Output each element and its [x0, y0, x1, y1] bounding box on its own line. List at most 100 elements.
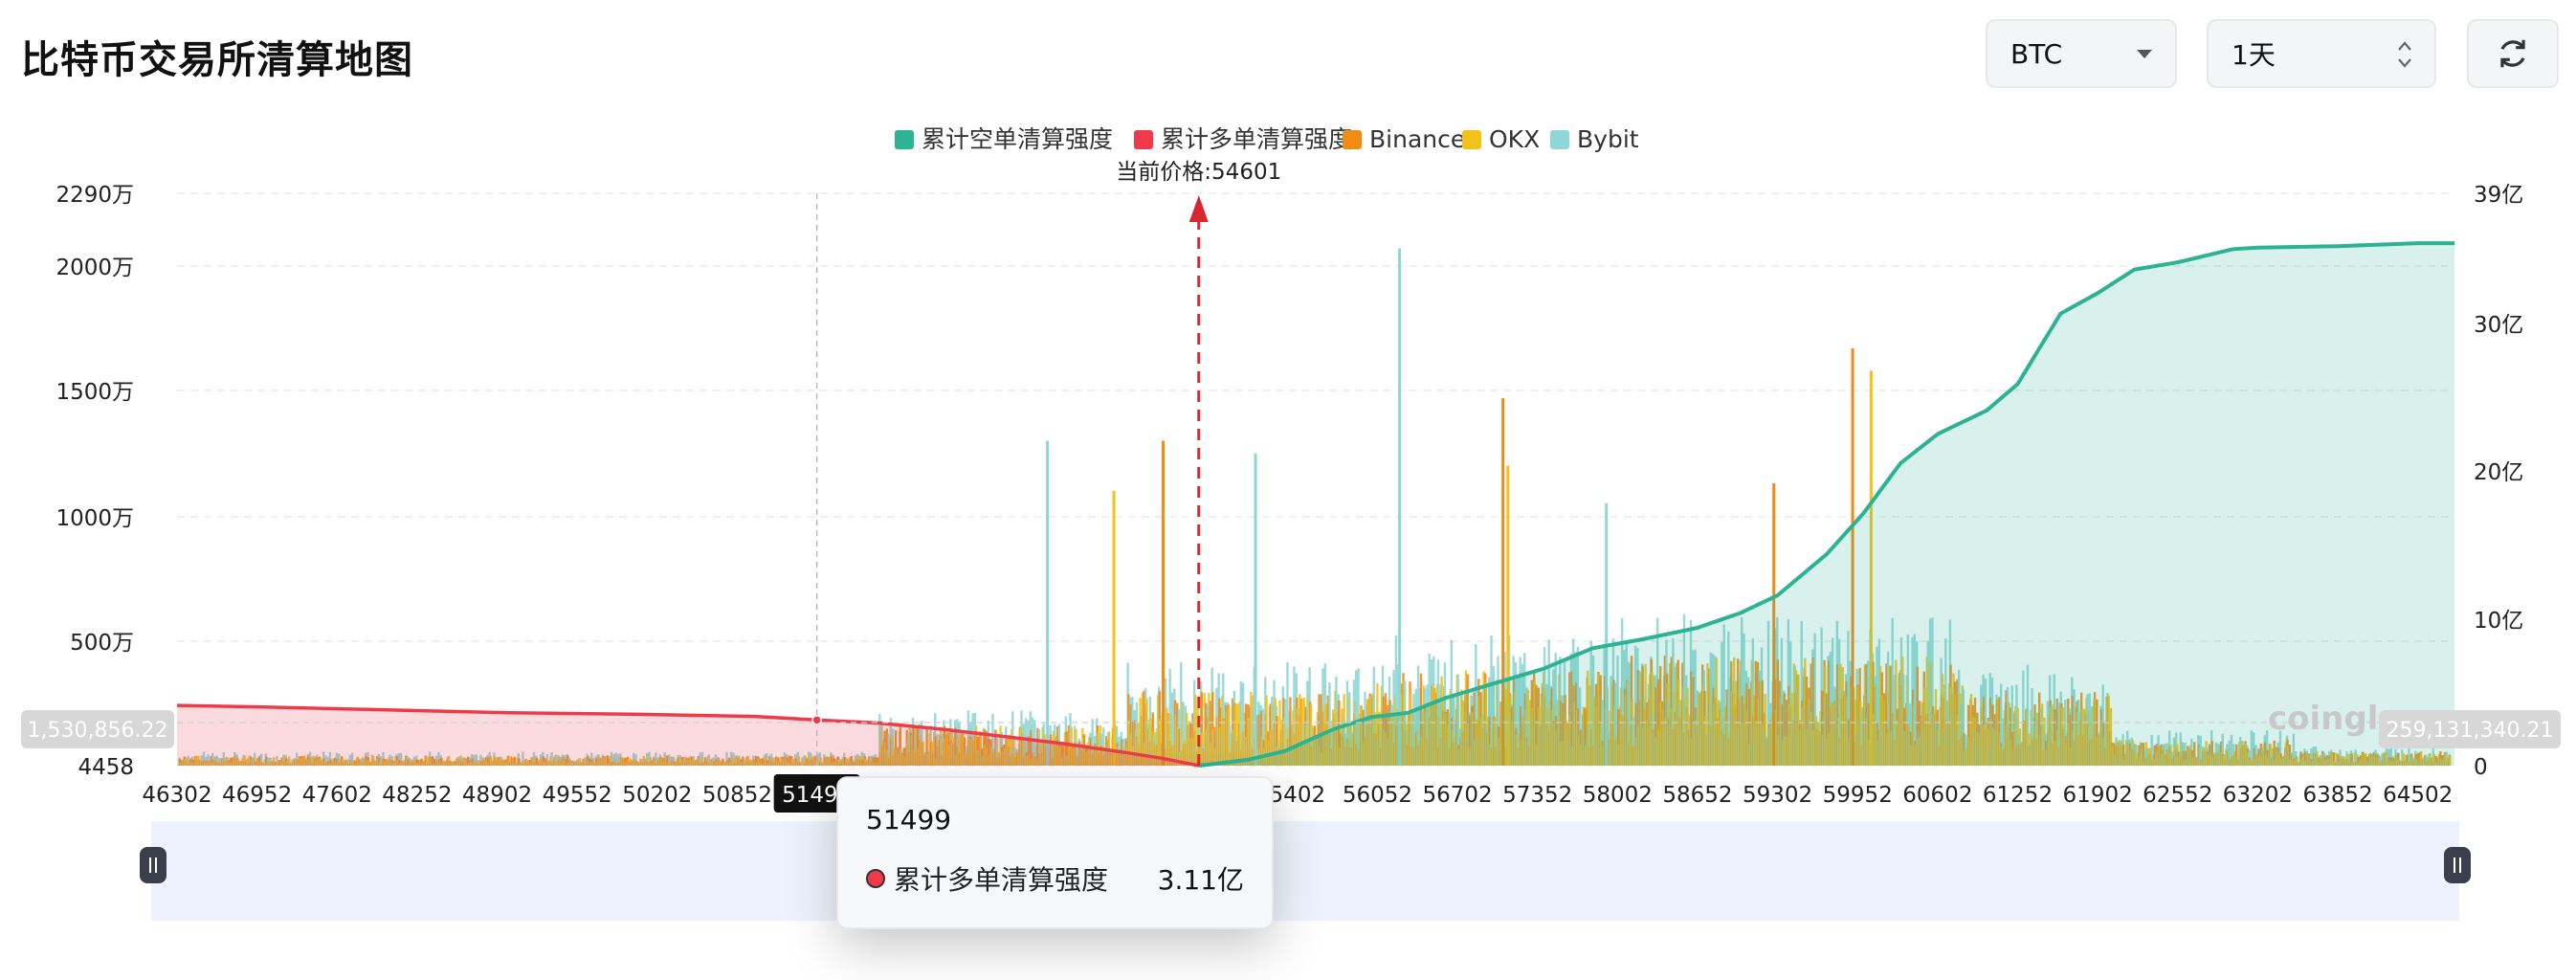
bar-bybit	[2035, 712, 2038, 766]
bar-binance	[624, 757, 627, 766]
bar-bybit	[2427, 754, 2431, 766]
bar-bybit	[2228, 740, 2231, 766]
bar-binance	[564, 758, 567, 766]
bar-okx	[418, 760, 422, 766]
bar-bybit	[1788, 641, 1792, 766]
bar-bybit	[2041, 724, 2045, 766]
bar-bybit	[2150, 734, 2153, 766]
bar-okx	[1735, 680, 1738, 766]
refresh-button[interactable]	[2467, 19, 2559, 88]
zoom-handle-left[interactable]	[140, 847, 167, 883]
bar-bybit	[1620, 617, 1624, 766]
bar-binance	[1488, 716, 1492, 766]
bar-okx	[1460, 689, 1463, 766]
bar-binance-peak	[1162, 440, 1166, 766]
bar-bybit	[1168, 668, 1171, 766]
bar-binance	[1761, 679, 1764, 766]
bar-binance	[1663, 656, 1667, 766]
bar-binance	[885, 728, 889, 766]
bar-bybit	[1837, 638, 1841, 766]
x-tick-label: 48902	[462, 783, 532, 808]
bar-okx	[790, 758, 794, 766]
bar-bybit	[402, 760, 405, 766]
bar-bybit	[2345, 751, 2348, 766]
bar-okx	[2402, 753, 2405, 766]
legend-swatch	[1462, 130, 1481, 149]
bar-bybit	[380, 756, 383, 766]
bar-bybit	[1926, 640, 1929, 766]
symbol-select[interactable]: BTC	[1986, 19, 2177, 88]
bar-bybit	[2379, 756, 2382, 766]
bar-okx	[2449, 755, 2452, 766]
bar-binance	[786, 757, 788, 766]
bar-binance	[1473, 692, 1476, 766]
bar-bybit	[554, 754, 558, 766]
bar-binance	[1559, 701, 1563, 766]
bar-bybit	[1610, 676, 1612, 766]
bar-bybit	[1601, 700, 1604, 766]
current-price-label: 当前价格:54601	[1116, 160, 1281, 185]
bar-binance	[329, 759, 332, 766]
legend-label: 累计空单清算强度	[922, 125, 1113, 153]
bar-binance	[1754, 660, 1757, 766]
y-right-tick: 30亿	[2474, 313, 2523, 338]
short-cum-line	[1198, 241, 2454, 768]
bar-bybit	[187, 755, 189, 766]
bar-binance	[755, 755, 758, 766]
bar-binance	[2439, 751, 2442, 766]
bar-binance	[2153, 745, 2156, 766]
bar-okx	[974, 725, 978, 766]
bar-bybit	[1293, 666, 1296, 766]
bar-bybit	[1554, 653, 1557, 766]
bar-okx	[1265, 695, 1268, 766]
bar-bybit	[1960, 703, 1963, 766]
bar-bybit	[1091, 719, 1094, 766]
bar-bybit	[1503, 652, 1506, 766]
bar-bybit	[869, 755, 873, 766]
bar-binance	[794, 758, 798, 766]
bar-bybit	[247, 758, 250, 766]
bar-bybit	[700, 751, 704, 766]
bar-okx	[1923, 687, 1926, 766]
bar-okx	[1733, 657, 1736, 766]
bar-okx	[819, 757, 823, 766]
bar-binance	[1737, 658, 1740, 766]
bar-binance	[2184, 750, 2187, 766]
bar-binance	[788, 755, 791, 766]
bar-binance	[1825, 693, 1829, 766]
interval-select[interactable]: 1天	[2207, 19, 2436, 88]
bar-bybit	[1348, 692, 1351, 766]
bar-bybit	[1944, 638, 1947, 766]
bar-bybit	[2381, 753, 2384, 766]
bar-bybit	[1521, 663, 1524, 766]
bar-bybit	[1627, 661, 1631, 766]
x-tick-label: 5402	[1270, 783, 1326, 808]
bar-binance	[486, 757, 490, 766]
bar-binance	[934, 736, 938, 766]
bar-bybit	[1076, 742, 1078, 766]
bar-okx	[2107, 695, 2110, 766]
bar-okx	[2147, 747, 2150, 766]
bar-bybit	[1766, 620, 1770, 766]
y-right-tick: 10亿	[2474, 609, 2523, 634]
bar-okx	[945, 731, 949, 766]
bar-bybit	[1323, 663, 1327, 766]
bar-okx	[1440, 676, 1443, 766]
bar-bybit	[350, 752, 354, 766]
bar-binance	[479, 761, 483, 766]
bar-bybit	[311, 758, 314, 766]
bar-bybit	[409, 757, 411, 766]
bar-bybit	[1098, 739, 1100, 766]
bar-binance	[703, 757, 707, 766]
bar-bybit	[1410, 726, 1413, 766]
zoom-handle-right[interactable]	[2444, 847, 2471, 883]
bar-bybit	[1450, 639, 1454, 766]
legend-swatch	[1134, 130, 1153, 149]
crosshair-point	[811, 715, 822, 725]
bar-binance	[1889, 665, 1893, 766]
y-left-tick: 1000万	[56, 506, 134, 531]
bar-bybit	[1525, 687, 1528, 766]
bar-okx	[797, 756, 801, 766]
bar-okx	[1764, 693, 1766, 766]
